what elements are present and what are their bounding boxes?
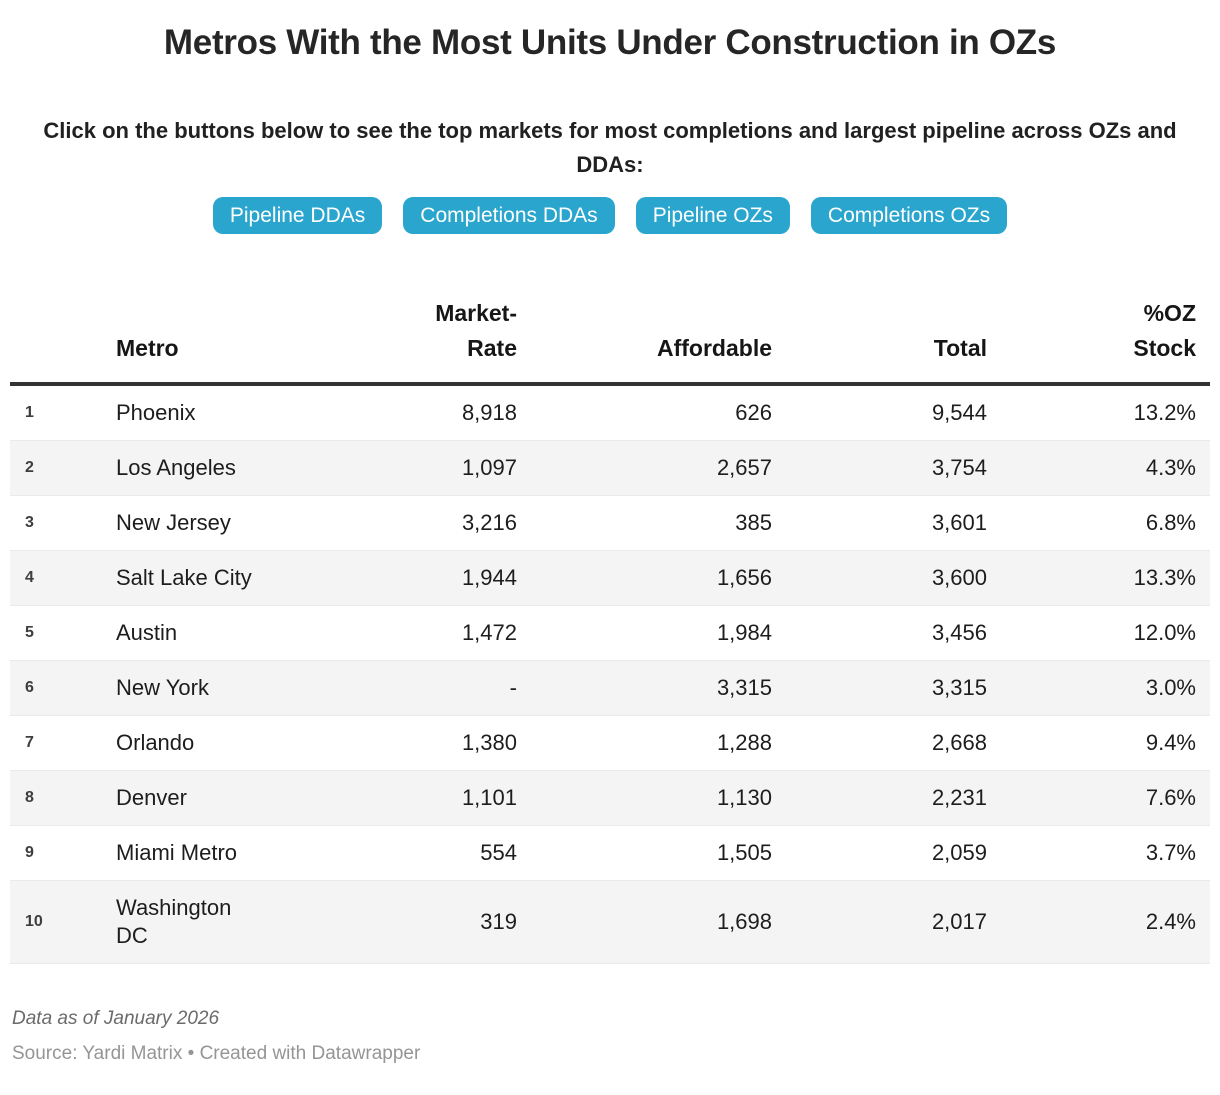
- table-row: 5 Austin 1,472 1,984 3,456 12.0%: [10, 606, 1210, 661]
- table-row: 7 Orlando 1,380 1,288 2,668 9.4%: [10, 716, 1210, 771]
- market-rate-cell: 3,216: [461, 510, 517, 535]
- table-body: 1 Phoenix 8,918 626 9,544 13.2% 2 Los An…: [10, 384, 1210, 964]
- table-row: 9 Miami Metro 554 1,505 2,059 3.7%: [10, 826, 1210, 881]
- metro-cell: New York: [116, 675, 209, 700]
- oz-stock-cell: 3.7%: [1145, 840, 1196, 865]
- table-row: 2 Los Angeles 1,097 2,657 3,754 4.3%: [10, 440, 1210, 496]
- rank-cell: 3: [25, 514, 34, 531]
- chart-subtitle: Click on the buttons below to see the to…: [43, 118, 1177, 177]
- affordable-cell: 3,315: [716, 675, 772, 700]
- rank-cell: 8: [25, 789, 34, 806]
- affordable-cell: 385: [735, 510, 772, 535]
- table-row: 8 Denver 1,101 1,130 2,231 7.6%: [10, 770, 1210, 826]
- total-cell: 3,754: [931, 455, 987, 480]
- metro-cell: Miami Metro: [116, 840, 238, 865]
- filter-button-group: Pipeline DDAs Completions DDAs Pipeline …: [10, 197, 1210, 234]
- affordable-cell: 1,656: [716, 565, 772, 590]
- affordable-cell: 1,698: [716, 909, 772, 934]
- metro-cell: New Jersey: [116, 510, 231, 535]
- metro-cell: Los Angeles: [116, 455, 236, 480]
- table-row: 6 New York - 3,315 3,315 3.0%: [10, 660, 1210, 716]
- chart-title: Metros With the Most Units Under Constru…: [163, 23, 1057, 62]
- metro-cell: Phoenix: [116, 400, 196, 425]
- oz-stock-cell: 7.6%: [1145, 785, 1196, 810]
- market-rate-cell: -: [509, 675, 517, 700]
- market-rate-cell: 1,101: [461, 785, 517, 810]
- rank-cell: 2: [25, 459, 34, 476]
- metro-cell: Orlando: [116, 730, 195, 755]
- source-line: Source: Yardi Matrix • Created with Data…: [12, 1043, 421, 1064]
- table-header-row: Metro Market- Rate Affordable Total %OZ …: [10, 296, 1210, 386]
- market-rate-cell: 319: [480, 909, 517, 934]
- affordable-column-header: Affordable: [525, 296, 780, 386]
- rank-cell: 5: [25, 624, 34, 641]
- metro-cell: Washington DC: [116, 895, 232, 948]
- table-row: 4 Salt Lake City 1,944 1,656 3,600 13.3%: [10, 550, 1210, 606]
- market-rate-cell: 8,918: [461, 400, 517, 425]
- market-rate-cell: 554: [480, 840, 517, 865]
- rank-cell: 7: [25, 734, 34, 751]
- total-cell: 9,544: [931, 400, 987, 425]
- oz-stock-column-header: %OZ Stock: [995, 296, 1210, 386]
- affordable-cell: 1,288: [716, 730, 772, 755]
- metro-cell: Austin: [116, 620, 178, 645]
- affordable-cell: 626: [735, 400, 772, 425]
- oz-stock-cell: 3.0%: [1145, 675, 1196, 700]
- rank-column-header: [10, 296, 100, 386]
- oz-stock-cell: 12.0%: [1133, 620, 1196, 645]
- market-rate-column-header: Market- Rate: [300, 296, 525, 386]
- button-completions-ozs[interactable]: Completions OZs: [810, 197, 1008, 234]
- affordable-cell: 1,984: [716, 620, 772, 645]
- button-pipeline-ddas[interactable]: Pipeline DDAs: [212, 197, 383, 234]
- total-cell: 2,059: [931, 840, 987, 865]
- total-cell: 3,600: [931, 565, 987, 590]
- rank-cell: 9: [25, 844, 34, 861]
- market-rate-cell: 1,097: [461, 455, 517, 480]
- market-rate-cell: 1,944: [461, 565, 517, 590]
- market-rate-cell: 1,472: [461, 620, 517, 645]
- oz-stock-cell: 13.3%: [1133, 565, 1196, 590]
- market-rate-cell: 1,380: [461, 730, 517, 755]
- metro-cell: Salt Lake City: [116, 565, 252, 590]
- oz-stock-cell: 9.4%: [1145, 730, 1196, 755]
- metro-cell: Denver: [116, 785, 187, 810]
- affordable-cell: 1,130: [716, 785, 772, 810]
- table-row: 3 New Jersey 3,216 385 3,601 6.8%: [10, 496, 1210, 551]
- button-completions-ddas[interactable]: Completions DDAs: [403, 197, 615, 234]
- rank-cell: 1: [25, 404, 34, 421]
- total-column-header: Total: [780, 296, 995, 386]
- total-cell: 2,668: [931, 730, 987, 755]
- button-pipeline-ozs[interactable]: Pipeline OZs: [635, 197, 790, 234]
- affordable-cell: 1,505: [716, 840, 772, 865]
- total-cell: 3,601: [931, 510, 987, 535]
- table-row: 1 Phoenix 8,918 626 9,544 13.2%: [10, 384, 1210, 441]
- oz-stock-cell: 2.4%: [1145, 909, 1196, 934]
- rank-cell: 10: [25, 913, 43, 930]
- oz-stock-cell: 13.2%: [1133, 400, 1196, 425]
- oz-stock-cell: 4.3%: [1145, 455, 1196, 480]
- total-cell: 2,231: [931, 785, 987, 810]
- affordable-cell: 2,657: [716, 455, 772, 480]
- data-note: Data as of January 2026: [12, 1008, 220, 1029]
- rank-cell: 4: [25, 569, 34, 586]
- data-table: Metro Market- Rate Affordable Total %OZ …: [10, 296, 1210, 964]
- metro-column-header: Metro: [100, 296, 300, 386]
- total-cell: 2,017: [931, 909, 987, 934]
- table-header: Metro Market- Rate Affordable Total %OZ …: [10, 296, 1210, 386]
- total-cell: 3,315: [931, 675, 987, 700]
- oz-stock-cell: 6.8%: [1145, 510, 1196, 535]
- table-row: 10 Washington DC 319 1,698 2,017 2.4%: [10, 880, 1210, 964]
- total-cell: 3,456: [931, 620, 987, 645]
- rank-cell: 6: [25, 679, 34, 696]
